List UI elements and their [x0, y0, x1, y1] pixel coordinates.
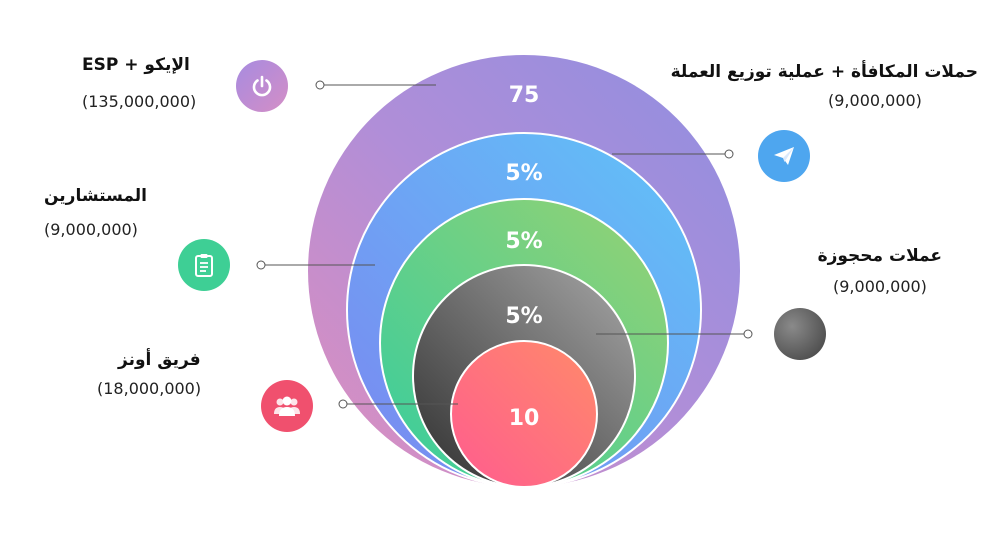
team-icon: [261, 380, 313, 432]
power-icon: [236, 60, 288, 112]
connector-team: [338, 399, 458, 409]
coin-icon: [774, 308, 826, 360]
ico-title: الإيكو + ESP: [82, 55, 190, 75]
clipboard-icon: [178, 239, 230, 291]
advisors-amount: (9,000,000): [44, 220, 138, 239]
bounty-title: حملات المكافأة + عملية توزيع العملة: [670, 62, 978, 82]
ring-label-reserve: 5%: [505, 304, 542, 329]
ring-label-ico: 75: [509, 83, 540, 108]
ring-label-team: 10: [509, 406, 540, 431]
advisors-title: المستشارين: [44, 186, 147, 206]
ring-label-advisors: 5%: [505, 229, 542, 254]
paper-plane-icon: [758, 130, 810, 182]
ring-team: [450, 340, 598, 488]
reserve-title: عملات محجوزة: [817, 246, 942, 266]
ico-amount: (135,000,000): [82, 92, 197, 111]
connector-reserve: [596, 329, 753, 339]
connector-ico: [315, 80, 436, 90]
reserve-amount: (9,000,000): [833, 277, 927, 296]
team-title: فريق أونز: [118, 350, 201, 370]
bounty-amount: (9,000,000): [828, 91, 922, 110]
ring-label-bounty: 5%: [505, 161, 542, 186]
connector-advisors: [256, 260, 375, 270]
connector-bounty: [612, 149, 734, 159]
team-amount: (18,000,000): [97, 379, 202, 398]
